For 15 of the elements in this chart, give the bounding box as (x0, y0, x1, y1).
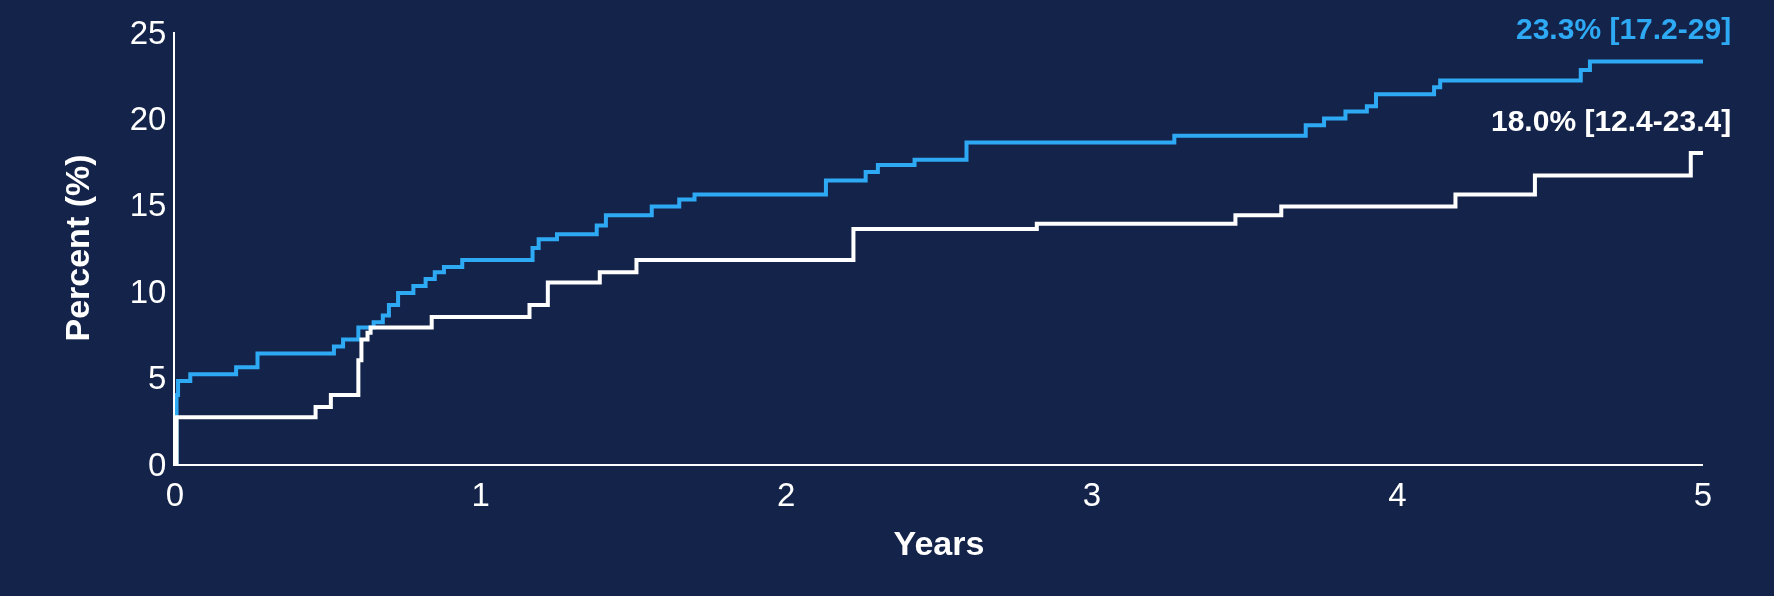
y-tick-label: 10 (129, 272, 167, 310)
y-tick-label: 5 (148, 359, 167, 397)
x-axis-title: Years (893, 524, 985, 563)
x-tick-label: 4 (1388, 475, 1407, 513)
y-tick-label: 20 (129, 99, 167, 137)
x-tick-label: 1 (471, 475, 490, 513)
y-tick-label: 15 (129, 186, 167, 224)
y-axis-title: Percent (%) (57, 154, 96, 342)
x-tick-label: 5 (1693, 475, 1713, 513)
annotation: 23.3% [17.2-29] (1516, 12, 1732, 45)
annotation: 18.0% [12.4-23.4] (1491, 104, 1732, 137)
x-tick-label: 2 (777, 475, 796, 513)
y-tick-label: 25 (129, 13, 167, 51)
x-tick-label: 3 (1082, 475, 1101, 513)
y-tick-label: 0 (148, 445, 167, 483)
